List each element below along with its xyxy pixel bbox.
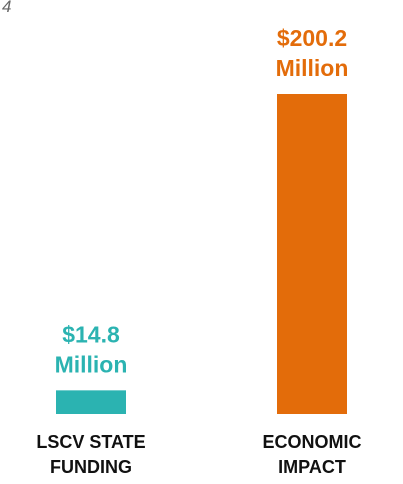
data-label-2-line-1: $200.2	[277, 25, 347, 51]
data-label-1-line-1: $14.8	[62, 321, 120, 347]
category-label-1-line-1: LSCV STATE	[36, 432, 145, 452]
bar-2	[277, 94, 347, 414]
data-label-1-line-2: Million	[55, 351, 128, 377]
data-label-2-line-2: Million	[276, 55, 349, 81]
category-label-1-line-2: FUNDING	[50, 457, 132, 477]
bar-1	[56, 390, 126, 414]
category-label-2-line-2: IMPACT	[278, 457, 346, 477]
page-number-fragment: 4	[2, 0, 12, 16]
category-label-2-line-1: ECONOMIC	[263, 432, 362, 452]
